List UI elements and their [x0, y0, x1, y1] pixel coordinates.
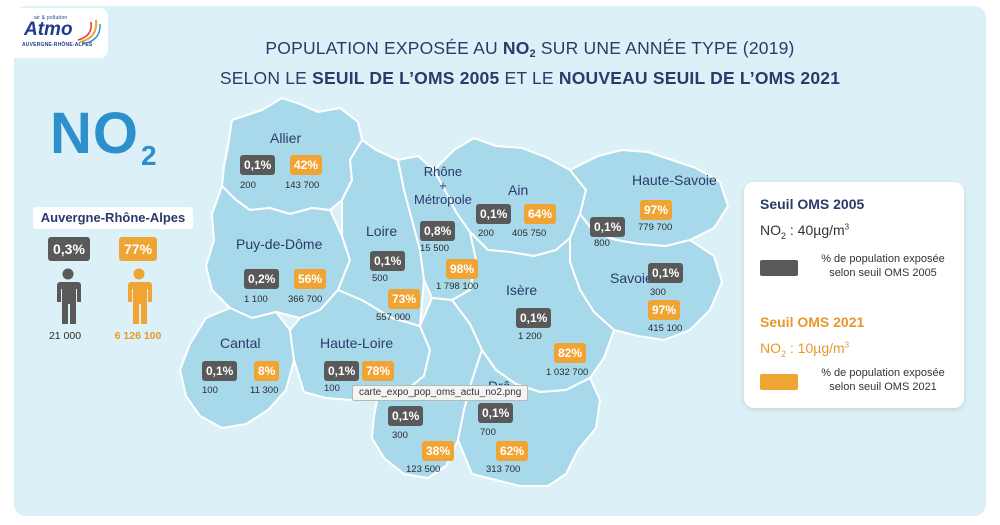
dept-pop-2021-allier: 143 700	[285, 180, 320, 191]
dept-pop-2005-isre: 1 200	[518, 331, 542, 342]
dept-pct-2021-isre: 82%	[554, 343, 587, 363]
title-line-2: SELON LE SEUIL DE L’OMS 2005 ET LE NOUVE…	[219, 68, 841, 88]
dept-pct-2005-drme: 0,1%	[478, 403, 514, 423]
dept-pop-2005-rhne: 15 500	[420, 243, 450, 254]
dept-pop-2005-ardche: 300	[392, 430, 408, 441]
pollutant-label: NO2	[50, 101, 158, 171]
dept-pct-2005-puydedme: 0,2%	[244, 269, 280, 289]
title-line-1: POPULATION EXPOSÉE AU NO2 SUR UNE ANNÉE …	[265, 38, 795, 60]
dept-pop-2021-loire: 557 000	[376, 312, 411, 323]
dept-pct-2021-hautesavoie: 97%	[640, 200, 673, 220]
dept-pct-2005-allier: 0,1%	[240, 155, 276, 175]
dept-pct-2005-savoie: 0,1%	[648, 263, 684, 283]
image-filename-tooltip: carte_expo_pop_oms_actu_no2.png	[352, 385, 529, 401]
dept-drome-shape	[457, 349, 601, 487]
page-title: POPULATION EXPOSÉE AU NO2 SUR UNE ANNÉE …	[160, 36, 900, 90]
dept-name-loire: Loire	[366, 223, 398, 239]
dept-pop-2021-drme: 313 700	[486, 464, 521, 475]
dept-pct-2021-loire: 73%	[388, 289, 421, 309]
dept-pop-2021-rhne: 1 798 100	[436, 281, 479, 292]
logo-swoosh-icon	[77, 19, 101, 45]
legend-swatch-orange	[760, 374, 798, 390]
legend-threshold-2005: NO2 : 40µg/m3	[760, 222, 850, 241]
legend-desc-2021: % de population exposée selon seuil OMS 2…	[821, 367, 945, 393]
legend-title-2005: Seuil OMS 2005	[760, 196, 865, 212]
dept-pct-2021-allier: 42%	[290, 155, 323, 175]
dept-name-ain: Ain	[508, 182, 529, 198]
dept-name-cantal: Cantal	[220, 335, 261, 351]
dept-pct-2021-ain: 64%	[524, 204, 557, 224]
dept-pct-2005-ardche: 0,1%	[388, 406, 424, 426]
dept-pop-2005-cantal: 100	[202, 385, 218, 396]
person-orange-icon	[128, 268, 152, 324]
dept-pop-2005-ain: 200	[478, 228, 494, 239]
dept-name-puydedme: Puy-de-Dôme	[236, 236, 323, 252]
region-pct-2021-badge: 77%	[119, 237, 158, 261]
legend-title-2021: Seuil OMS 2021	[760, 314, 865, 330]
dept-pop-2021-isre: 1 032 700	[546, 367, 589, 378]
dept-pop-2021-cantal: 11 300	[250, 385, 279, 396]
dept-pct-2021-hauteloire: 78%	[362, 361, 395, 381]
dept-pct-2005-cantal: 0,1%	[202, 361, 238, 381]
person-grey-icon	[57, 268, 81, 324]
dept-pct-2005-hautesavoie: 0,1%	[590, 217, 626, 237]
dept-pct-2005-hauteloire: 0,1%	[324, 361, 360, 381]
dept-pop-2021-ardche: 123 500	[406, 464, 441, 475]
dept-pop-2021-ain: 405 750	[512, 228, 547, 239]
region-pct-2005-badge: 0,3%	[48, 237, 90, 261]
dept-pct-2021-rhne: 98%	[446, 259, 479, 279]
dept-pop-2021-hautesavoie: 779 700	[638, 222, 673, 233]
dept-pop-2021-savoie: 415 100	[648, 323, 683, 334]
dept-name-rhne: Rhône + Métropole	[414, 164, 472, 207]
legend: Seuil OMS 2005 NO2 : 40µg/m3 % de popula…	[744, 182, 964, 408]
dept-pct-2021-savoie: 97%	[648, 300, 681, 320]
dept-name-isre: Isère	[506, 282, 538, 298]
dept-pop-2005-puydedme: 1 100	[244, 294, 268, 305]
dept-pct-2021-puydedme: 56%	[294, 269, 327, 289]
logo-word: Atmo	[24, 19, 73, 40]
dept-pop-2005-hauteloire: 100	[324, 383, 340, 394]
dept-name-savoie: Savoie	[610, 270, 653, 286]
dept-pop-2021-puydedme: 366 700	[288, 294, 323, 305]
dept-pop-2005-loire: 500	[372, 273, 388, 284]
dept-pct-2021-drme: 62%	[496, 441, 529, 461]
dept-pop-2005-hautesavoie: 800	[594, 238, 610, 249]
logo-subtitle: AUVERGNE-RHÔNE-ALPES	[22, 42, 93, 48]
dept-pct-2005-loire: 0,1%	[370, 251, 406, 271]
region-pop-2005: 21 000	[48, 330, 82, 342]
legend-threshold-2021: NO2 : 10µg/m3	[760, 340, 850, 359]
region-total-label: Auvergne-Rhône-Alpes	[33, 207, 193, 229]
dept-name-allier: Allier	[270, 130, 302, 146]
dept-pop-2005-allier: 200	[240, 180, 256, 191]
dept-pct-2005-ain: 0,1%	[476, 204, 512, 224]
dept-name-hautesavoie: Haute-Savoie	[632, 172, 717, 188]
dept-pct-2005-rhne: 0,8%	[420, 221, 456, 241]
atmo-logo: air & pollution Atmo AUVERGNE-RHÔNE-ALPE…	[8, 8, 108, 58]
legend-desc-2005: % de population exposée selon seuil OMS 2…	[821, 253, 945, 279]
legend-swatch-grey	[760, 260, 798, 276]
dept-pop-2005-drme: 700	[480, 427, 496, 438]
logo-tagline: air & pollution	[34, 15, 68, 21]
dept-pct-2021-ardche: 38%	[422, 441, 455, 461]
dept-pop-2005-savoie: 300	[650, 287, 666, 298]
dept-pct-2005-isre: 0,1%	[516, 308, 552, 328]
dept-name-hauteloire: Haute-Loire	[320, 335, 394, 351]
dept-pct-2021-cantal: 8%	[254, 361, 280, 381]
region-pop-2021: 6 126 100	[114, 330, 162, 342]
